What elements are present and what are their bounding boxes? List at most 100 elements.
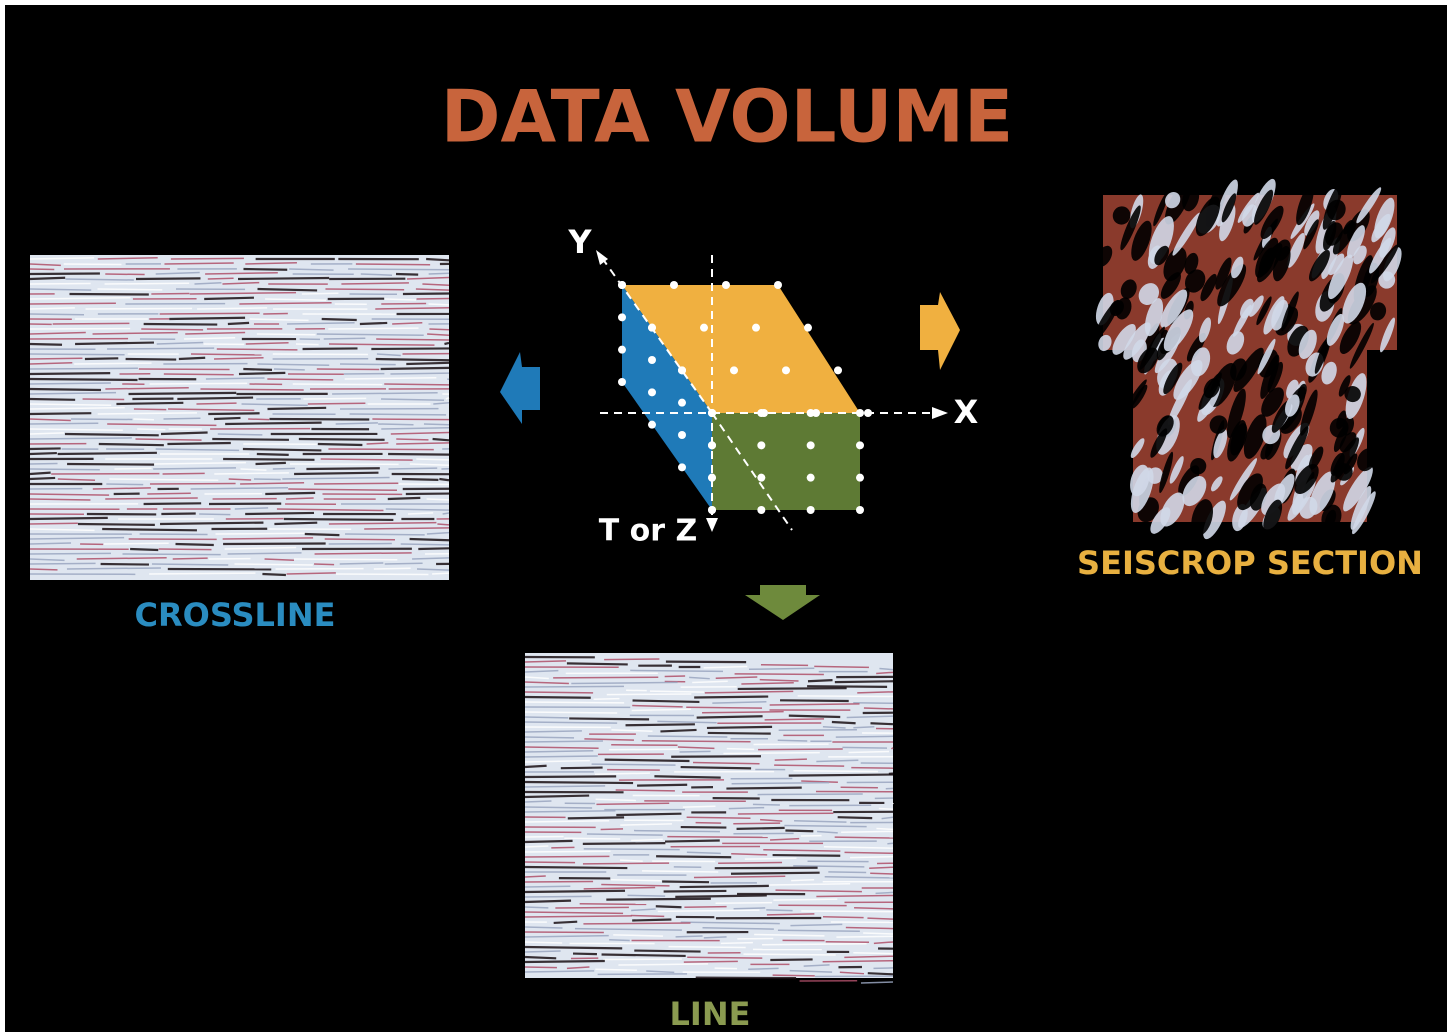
trace (675, 895, 767, 896)
trace (169, 318, 245, 319)
trace (104, 543, 169, 544)
trace (314, 564, 334, 565)
trace (294, 559, 397, 560)
grid-dot (856, 474, 864, 482)
trace (30, 344, 62, 345)
trace (179, 358, 205, 359)
trace (214, 418, 240, 419)
trace (525, 901, 571, 902)
trace (317, 369, 379, 370)
trace (152, 564, 228, 565)
trace (30, 569, 58, 570)
trace (583, 863, 669, 864)
trace (325, 539, 395, 540)
grid-dot (757, 474, 765, 482)
trace (887, 843, 893, 844)
trace (149, 573, 255, 574)
trace (85, 358, 118, 359)
trace (823, 917, 864, 918)
trace (150, 383, 248, 384)
trace (766, 910, 792, 911)
trace (665, 676, 685, 677)
trace (697, 716, 763, 717)
trace (604, 659, 659, 660)
trace (30, 413, 91, 414)
trace (765, 719, 824, 720)
trace (367, 443, 389, 444)
trace (525, 851, 610, 852)
trace (648, 736, 728, 737)
trace (667, 837, 767, 838)
trace (737, 828, 785, 829)
trace (83, 399, 125, 400)
trace (684, 961, 738, 962)
trace (525, 786, 605, 787)
grid-dot (757, 441, 765, 449)
trace (735, 674, 824, 675)
trace (774, 765, 844, 766)
trace (374, 568, 411, 569)
trace (262, 574, 286, 575)
title: DATA VOLUME (441, 75, 1013, 159)
trace (525, 957, 556, 958)
trace (206, 378, 265, 379)
trace (879, 809, 893, 810)
trace (160, 313, 260, 314)
trace (126, 359, 177, 360)
grid-dot (782, 366, 790, 374)
trace (836, 736, 893, 737)
trace (666, 662, 746, 663)
trace (694, 697, 768, 698)
trace (567, 663, 628, 664)
trace (208, 413, 259, 414)
trace (580, 904, 647, 905)
trace (396, 439, 428, 440)
trace (669, 947, 746, 948)
trace (164, 374, 234, 375)
trace (306, 468, 379, 469)
trace (144, 324, 218, 325)
trace (525, 881, 593, 882)
trace (424, 424, 449, 425)
trace (199, 514, 230, 515)
trace (30, 499, 90, 500)
trace (439, 479, 449, 480)
trace (243, 269, 287, 270)
z-label: T or Z (599, 514, 698, 549)
cube-front (712, 413, 860, 510)
trace (650, 691, 704, 692)
trace (30, 278, 65, 279)
trace (654, 776, 720, 777)
trace (857, 692, 893, 693)
trace (273, 468, 295, 469)
trace (676, 936, 703, 937)
trace (270, 419, 370, 420)
grid-dot (834, 366, 842, 374)
trace (525, 961, 605, 962)
trace (525, 896, 592, 897)
trace (267, 408, 326, 409)
trace (101, 564, 149, 565)
trace (67, 568, 161, 569)
trace (196, 403, 236, 404)
trace (302, 293, 339, 294)
trace (376, 339, 449, 340)
grid-dot (757, 506, 765, 514)
trace (525, 942, 562, 943)
trace (814, 666, 869, 667)
trace (727, 749, 754, 750)
trace (870, 873, 893, 874)
trace (177, 398, 253, 399)
trace (30, 453, 57, 454)
trace (525, 951, 561, 952)
trace (204, 298, 254, 299)
trace (30, 448, 61, 449)
trace (729, 808, 764, 809)
trace (525, 876, 546, 877)
trace (30, 438, 132, 439)
trace (616, 790, 675, 791)
trace (385, 563, 423, 564)
trace (835, 681, 893, 682)
trace (64, 264, 122, 265)
trace (303, 348, 358, 349)
